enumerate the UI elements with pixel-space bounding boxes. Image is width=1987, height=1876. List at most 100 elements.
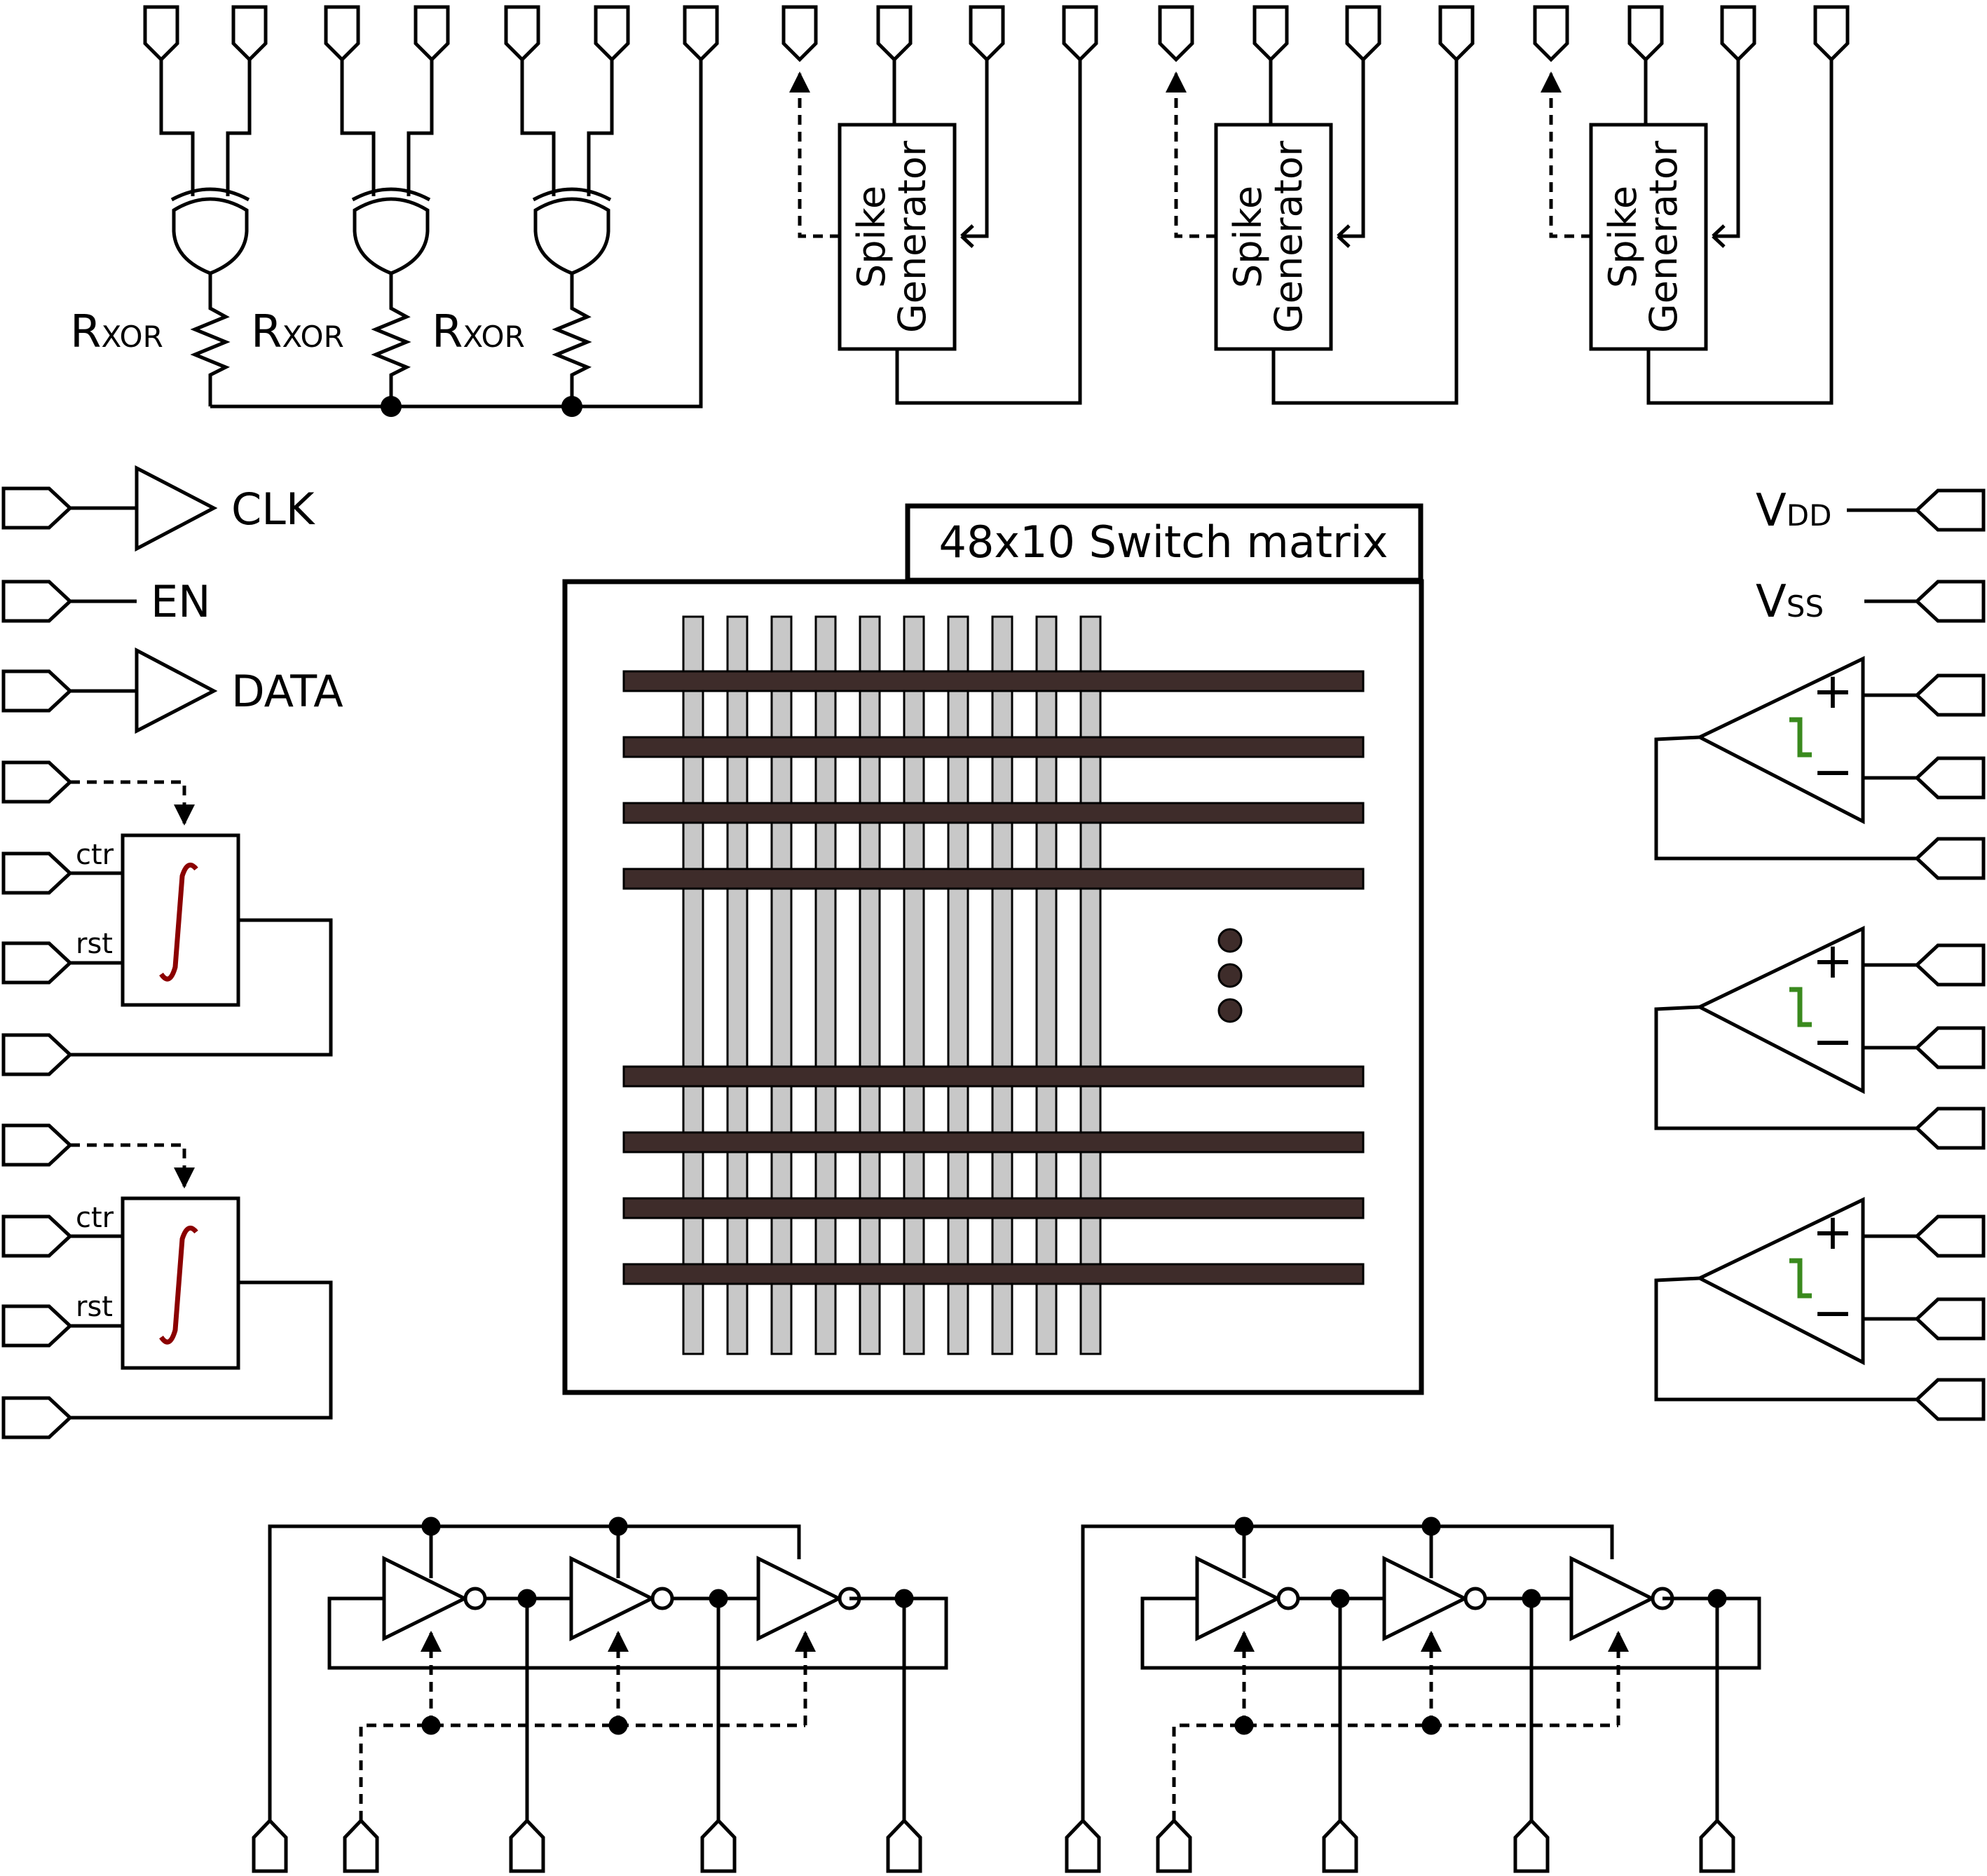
pad bbox=[1156, 1818, 1192, 1873]
pad-vss bbox=[1914, 580, 1986, 623]
clk-label: CLK bbox=[231, 484, 315, 535]
pad bbox=[1438, 5, 1475, 62]
pad-out bbox=[1, 1033, 73, 1076]
pad bbox=[1345, 5, 1381, 62]
minus-sign: − bbox=[1812, 743, 1854, 800]
pad bbox=[1720, 5, 1756, 62]
pad-out bbox=[1, 1396, 73, 1439]
inverter bbox=[756, 1555, 843, 1642]
comparator-triangle bbox=[1695, 1197, 1865, 1366]
hysteresis-symbol bbox=[1789, 987, 1812, 1027]
data-buffer bbox=[135, 647, 218, 734]
matrix-title-box bbox=[905, 503, 1423, 583]
plus-sign: + bbox=[1812, 1203, 1854, 1261]
integral-symbol bbox=[159, 1225, 198, 1345]
junction-dot bbox=[421, 1716, 441, 1735]
pad-rst bbox=[1, 1304, 73, 1348]
matrix-row bbox=[622, 802, 1365, 824]
pad bbox=[504, 5, 540, 62]
resistor-label-1: RXOR bbox=[70, 306, 163, 358]
pad-clk bbox=[1, 486, 73, 530]
comparator-triangle bbox=[1695, 926, 1865, 1095]
xor-gate-1 bbox=[159, 60, 252, 298]
pad-vdd bbox=[1914, 488, 1986, 532]
left-input-section bbox=[1, 465, 218, 734]
minus-sign: − bbox=[1812, 1284, 1854, 1341]
spike-generator-3 bbox=[1533, 5, 1850, 405]
junction-dot bbox=[1522, 1589, 1541, 1608]
ellipsis-dot bbox=[1217, 963, 1243, 988]
junction-dot bbox=[608, 1516, 628, 1536]
rst-label: rst bbox=[76, 1291, 113, 1323]
hysteresis-symbol bbox=[1789, 717, 1812, 758]
hysteresis-symbol bbox=[1789, 1258, 1812, 1299]
pad-en bbox=[1, 580, 73, 623]
junction-dot bbox=[1234, 1716, 1254, 1735]
inverter bbox=[569, 1555, 656, 1642]
pad bbox=[1, 1123, 73, 1167]
matrix-column bbox=[859, 615, 881, 1355]
comparator-triangle bbox=[1695, 656, 1865, 825]
pad bbox=[1627, 5, 1664, 62]
wire bbox=[327, 1596, 948, 1670]
pad bbox=[414, 5, 450, 62]
matrix-row bbox=[622, 1131, 1365, 1153]
matrix-column bbox=[991, 615, 1013, 1355]
pad bbox=[876, 5, 913, 62]
matrix-row bbox=[622, 1197, 1365, 1219]
xor-resistor-labels: RXOR RXOR RXOR bbox=[70, 306, 525, 358]
matrix-column bbox=[770, 615, 793, 1355]
top-pads-xor bbox=[143, 5, 719, 62]
wire bbox=[1081, 1524, 1614, 1821]
minus-sign: − bbox=[1812, 1013, 1854, 1070]
pad bbox=[143, 5, 179, 62]
pad bbox=[594, 5, 630, 62]
pad bbox=[231, 5, 268, 62]
matrix-column bbox=[682, 615, 704, 1355]
pad bbox=[324, 5, 360, 62]
inverter bbox=[382, 1555, 469, 1642]
ctr-label: ctr bbox=[76, 1202, 114, 1234]
spike-label-2: Spike bbox=[1226, 186, 1270, 288]
plus-sign: + bbox=[1812, 662, 1854, 720]
pad bbox=[781, 5, 818, 62]
ring-oscillator-1 bbox=[252, 1516, 948, 1873]
inverter bbox=[1382, 1555, 1469, 1642]
pad bbox=[509, 1818, 545, 1873]
pad bbox=[1914, 837, 1986, 880]
matrix-row bbox=[622, 736, 1365, 758]
inverter-bubble bbox=[1276, 1587, 1300, 1610]
generator-label-3: Generator bbox=[1641, 140, 1686, 333]
pad bbox=[1914, 1107, 1986, 1150]
inverter-bubble bbox=[463, 1587, 487, 1610]
control-bus bbox=[1172, 1723, 1618, 1821]
vdd-label: VDD bbox=[1756, 485, 1831, 537]
pad-ctr bbox=[1, 1214, 73, 1258]
data-label: DATA bbox=[231, 666, 343, 717]
switch-matrix: 48x10 Switch matrix bbox=[562, 503, 1424, 1395]
integrator-2 bbox=[1, 1123, 333, 1439]
generator-label-2: Generator bbox=[1266, 140, 1311, 333]
pad bbox=[683, 5, 719, 62]
matrix-column bbox=[726, 615, 749, 1355]
junction-dot bbox=[1707, 1589, 1727, 1608]
pad bbox=[1813, 5, 1850, 62]
pad bbox=[1914, 1214, 1986, 1258]
pad bbox=[969, 5, 1005, 62]
ellipsis-dot bbox=[1217, 998, 1243, 1023]
inverter bbox=[1569, 1555, 1656, 1642]
spike-generator-1 bbox=[781, 5, 1098, 405]
pad bbox=[1914, 943, 1986, 987]
ctr-label: ctr bbox=[76, 839, 114, 871]
pad-rst bbox=[1, 941, 73, 985]
junction-dot bbox=[1421, 1516, 1441, 1536]
pad bbox=[1914, 1378, 1986, 1421]
pad bbox=[252, 1818, 288, 1873]
matrix-column bbox=[903, 615, 925, 1355]
resistor-xor-3 bbox=[552, 298, 592, 406]
control-bus bbox=[359, 1723, 805, 1821]
matrix-row bbox=[622, 1263, 1365, 1285]
generator-label-1: Generator bbox=[890, 140, 934, 333]
clk-buffer bbox=[135, 465, 218, 552]
inverter-bubble bbox=[650, 1587, 674, 1610]
